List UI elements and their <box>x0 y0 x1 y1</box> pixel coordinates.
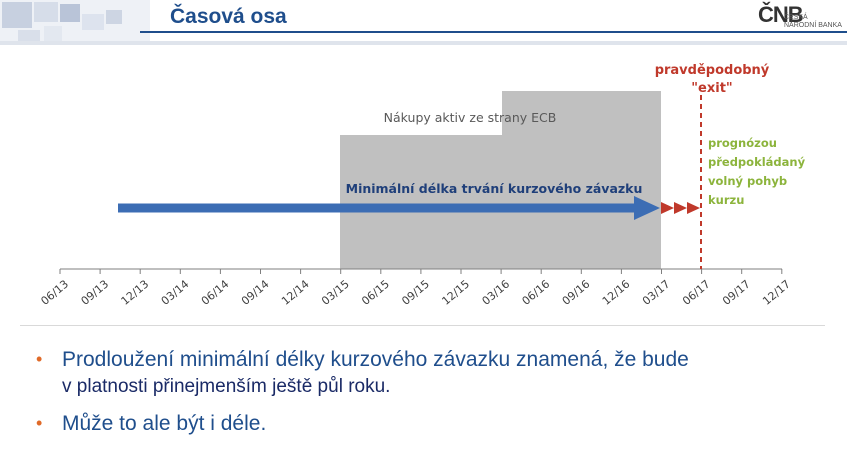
separator-line <box>20 325 825 326</box>
bullet-item: • Prodloužení minimální délky kurzového … <box>36 346 689 400</box>
x-tick-label: 03/16 <box>480 277 513 307</box>
bullet-list: • Prodloužení minimální délky kurzového … <box>36 346 689 447</box>
exit-label-line2: "exit" <box>691 81 732 96</box>
bullet-text: Může to ale být i déle. <box>62 412 266 435</box>
bullet-line-continued: v platnosti přinejmenším ještě půl roku. <box>62 376 391 397</box>
x-tick-label: 09/14 <box>239 277 272 307</box>
commitment-label: Minimální délka trvání kurzového závazku <box>346 181 643 196</box>
x-tick-label: 09/13 <box>79 277 112 307</box>
forecast-note-line2: předpokládaný <box>708 155 806 169</box>
timeline-diagram: Nákupy aktiv ze strany ECB 06/13 09/13 12/… <box>38 63 806 308</box>
header-rule <box>140 31 847 33</box>
forecast-note-line1: prognózou <box>708 136 777 150</box>
x-tick-label: 12/15 <box>439 277 472 307</box>
x-tick-label: 12/14 <box>279 277 312 307</box>
header-decoration <box>0 0 150 44</box>
logo-text: ČESKÁ NÁRODNÍ BANKA <box>784 14 842 29</box>
bullet-icon: • <box>36 349 43 369</box>
bullet-item: • Může to ale být i déle. <box>36 410 689 437</box>
x-tick-label: 06/15 <box>359 277 392 307</box>
x-tick-label: 03/14 <box>159 277 192 307</box>
x-tick-label: 12/17 <box>760 277 793 307</box>
asset-purchases-bar-high <box>502 91 661 269</box>
x-axis-ticks: 06/13 09/13 12/13 03/14 06/14 09/14 12/14 03/15… <box>38 269 793 308</box>
cnb-logo: ČNB ČESKÁ NÁRODNÍ BANKA <box>758 2 844 34</box>
x-tick-label: 06/13 <box>38 277 71 307</box>
bullet-line: Prodloužení minimální délky kurzového zá… <box>62 348 689 371</box>
x-tick-label: 06/16 <box>520 277 553 307</box>
asset-purchases-label: Nákupy aktiv ze strany ECB <box>384 110 557 125</box>
extension-arrow-3 <box>687 202 700 214</box>
x-tick-label: 03/15 <box>319 277 352 307</box>
commitment-arrowhead <box>634 196 660 220</box>
x-tick-label: 03/17 <box>640 277 673 307</box>
x-tick-label: 09/15 <box>399 277 432 307</box>
bullet-line: Může to ale být i déle. <box>62 412 267 435</box>
page-title: Časová osa <box>170 5 287 28</box>
extension-arrow-1 <box>661 202 674 214</box>
bullet-text: Prodloužení minimální délky kurzového zá… <box>62 348 689 400</box>
exit-label-line1: pravděpodobný <box>655 63 770 78</box>
x-tick-label: 06/14 <box>199 277 232 307</box>
forecast-note-line3: volný pohyb <box>708 174 787 188</box>
forecast-note-line4: kurzu <box>708 193 744 207</box>
bullet-icon: • <box>36 413 43 433</box>
x-tick-label: 09/16 <box>560 277 593 307</box>
logo-mark: ČNB <box>758 2 804 27</box>
extension-arrow-2 <box>674 202 687 214</box>
x-tick-label: 09/17 <box>720 277 753 307</box>
x-tick-label: 12/16 <box>600 277 633 307</box>
x-tick-label: 12/13 <box>119 277 152 307</box>
header-band <box>0 41 847 45</box>
asset-purchases-bar-low <box>340 135 502 269</box>
x-tick-label: 06/17 <box>680 277 713 307</box>
